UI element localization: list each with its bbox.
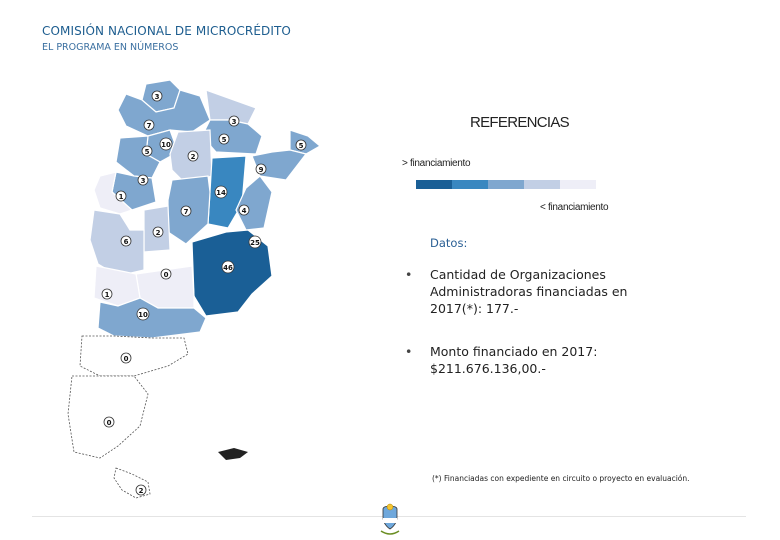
marker-label: 25	[250, 239, 260, 247]
marker-tucuman: 10	[159, 137, 173, 151]
marker-mendoza: 1	[101, 288, 113, 300]
argentina-financing-map: 3 7 3 5 5 10 5 2 9 3 1 14 7 4 2 6 25 46 …	[67, 80, 322, 499]
marker-la-rioja: 3	[137, 174, 149, 186]
legend-title: REFERENCIAS	[470, 114, 570, 131]
marker-corrientes: 9	[255, 163, 267, 175]
marker-santa-fe: 14	[214, 185, 228, 199]
marker-label: 0	[107, 419, 112, 427]
footnote: (*) Financiadas con expediente en circui…	[432, 474, 690, 483]
marker-santa-cruz: 0	[103, 416, 115, 428]
marker-label: 2	[191, 153, 196, 161]
marker-label: 3	[232, 118, 237, 126]
marker-label: 9	[259, 166, 264, 174]
marker-label: 0	[164, 271, 169, 279]
marker-catamarca-south: 1	[115, 190, 127, 202]
marker-label: 46	[223, 264, 233, 272]
marker-entre-rios: 4	[238, 204, 250, 216]
datos-item-text: Cantidad de Organizaciones Administrador…	[430, 267, 628, 316]
marker-buenos-aires: 46	[221, 260, 235, 274]
marker-label: 5	[145, 148, 150, 156]
marker-gba: 25	[248, 235, 262, 249]
marker-label: 1	[105, 291, 110, 299]
page-subtitle: EL PROGRAMA EN NÚMEROS	[42, 42, 179, 53]
marker-label: 3	[141, 177, 146, 185]
province-entre-rios	[235, 175, 273, 231]
bullet-icon: •	[405, 344, 413, 359]
marker-label: 2	[139, 487, 144, 495]
marker-label: 0	[124, 355, 129, 363]
marker-la-pampa: 0	[160, 268, 172, 280]
legend-less-label: < financiamiento	[540, 202, 609, 213]
legend-more-label: > financiamiento	[402, 158, 471, 169]
legend-swatch	[560, 180, 596, 189]
province-buenos-aires	[191, 229, 273, 317]
marker-label: 7	[147, 122, 152, 130]
datos-item: • Cantidad de Organizaciones Administrad…	[405, 266, 655, 317]
marker-salta: 7	[143, 119, 155, 131]
malvinas-islands	[218, 448, 248, 460]
datos-heading: Datos:	[430, 236, 468, 250]
legend-swatch	[416, 180, 452, 189]
marker-chubut: 0	[120, 352, 132, 364]
legend-swatch	[524, 180, 560, 189]
legend-swatch	[452, 180, 488, 189]
datos-item: • Monto financiado en 2017: $211.676.136…	[405, 343, 655, 377]
datos-item-text: Monto financiado en 2017: $211.676.136,0…	[430, 344, 598, 376]
legend-color-scale	[416, 180, 596, 189]
marker-label: 10	[138, 311, 148, 319]
marker-label: 10	[161, 141, 171, 149]
bullet-icon: •	[405, 267, 413, 282]
page-title: COMISIÓN NACIONAL DE MICROCRÉDITO	[42, 24, 291, 38]
marker-jujuy: 3	[151, 90, 163, 102]
datos-list: • Cantidad de Organizaciones Administrad…	[405, 266, 655, 403]
marker-label: 5	[222, 136, 227, 144]
marker-san-luis: 2	[152, 226, 164, 238]
marker-label: 6	[124, 238, 129, 246]
marker-tierra-del-fuego: 2	[135, 484, 147, 496]
marker-label: 3	[155, 93, 160, 101]
marker-rio-negro: 10	[136, 307, 150, 321]
marker-label: 2	[156, 229, 161, 237]
province-catamarca	[115, 135, 161, 179]
marker-label: 4	[242, 207, 247, 215]
marker-santiago: 2	[187, 150, 199, 162]
marker-chaco: 5	[218, 133, 230, 145]
marker-label: 1	[119, 193, 124, 201]
marker-san-juan: 6	[120, 235, 132, 247]
province-neuquen-rio-negro	[97, 297, 207, 339]
marker-label: 14	[216, 189, 226, 197]
province-chubut	[79, 335, 189, 377]
marker-catamarca: 5	[141, 145, 153, 157]
national-emblem-icon	[380, 503, 400, 535]
marker-label: 5	[299, 142, 304, 150]
province-san-juan	[89, 209, 145, 277]
province-catamarca-south	[93, 171, 134, 215]
marker-cordoba: 7	[180, 205, 192, 217]
marker-label: 7	[184, 208, 189, 216]
legend-swatch	[488, 180, 524, 189]
marker-misiones: 5	[295, 139, 307, 151]
marker-formosa: 3	[228, 115, 240, 127]
